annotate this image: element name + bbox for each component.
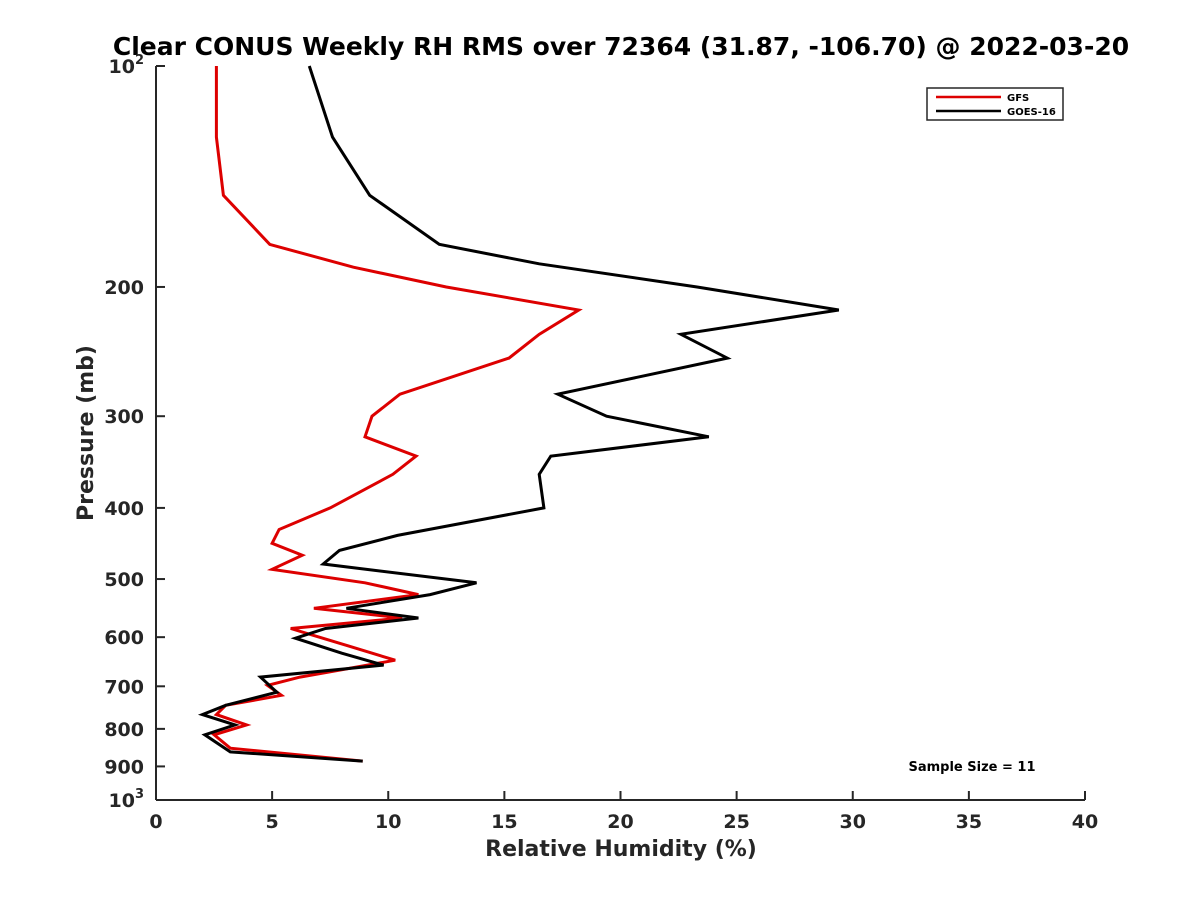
series-line-gfs (210, 66, 583, 763)
x-tick-label: 0 (149, 811, 162, 833)
sample-size-annotation: Sample Size = 11 (908, 760, 1035, 775)
plot-area: 0 5 10 15 20 25 30 35 40 102 200 300 400 500 600 700 800… (104, 53, 1098, 833)
chart-title: Clear CONUS Weekly RH RMS over 72364 (31… (113, 32, 1129, 61)
x-tick-label: 10 (375, 811, 401, 833)
y-tick-label: 800 (104, 719, 144, 741)
legend-label-gfs: GFS (1007, 93, 1029, 104)
y-axis-label: Pressure (mb) (74, 345, 99, 521)
x-tick-label: 5 (266, 811, 279, 833)
y-tick-label: 600 (104, 627, 144, 649)
x-tick-label: 25 (723, 811, 749, 833)
y-tick-label: 500 (104, 569, 144, 591)
x-tick-label: 40 (1072, 811, 1098, 833)
legend: GFS GOES-16 (926, 87, 1064, 121)
y-tick-label: 900 (104, 756, 144, 778)
y-tick-label: 300 (104, 406, 144, 428)
y-tick-label: 400 (104, 498, 144, 520)
x-tick-label: 35 (956, 811, 982, 833)
series-line-goes-16 (197, 65, 840, 763)
x-tick-label: 15 (491, 811, 517, 833)
legend-label-goes-16: GOES-16 (1007, 107, 1056, 118)
y-tick-label: 200 (104, 277, 144, 299)
x-tick-label: 30 (840, 811, 866, 833)
y-tick-label: 102 (109, 53, 145, 78)
x-tick-label: 20 (607, 811, 633, 833)
x-axis-label: Relative Humidity (%) (485, 837, 757, 862)
y-tick-label: 700 (104, 676, 144, 698)
legend-box (926, 87, 1064, 121)
y-tick-label: 103 (109, 787, 145, 812)
